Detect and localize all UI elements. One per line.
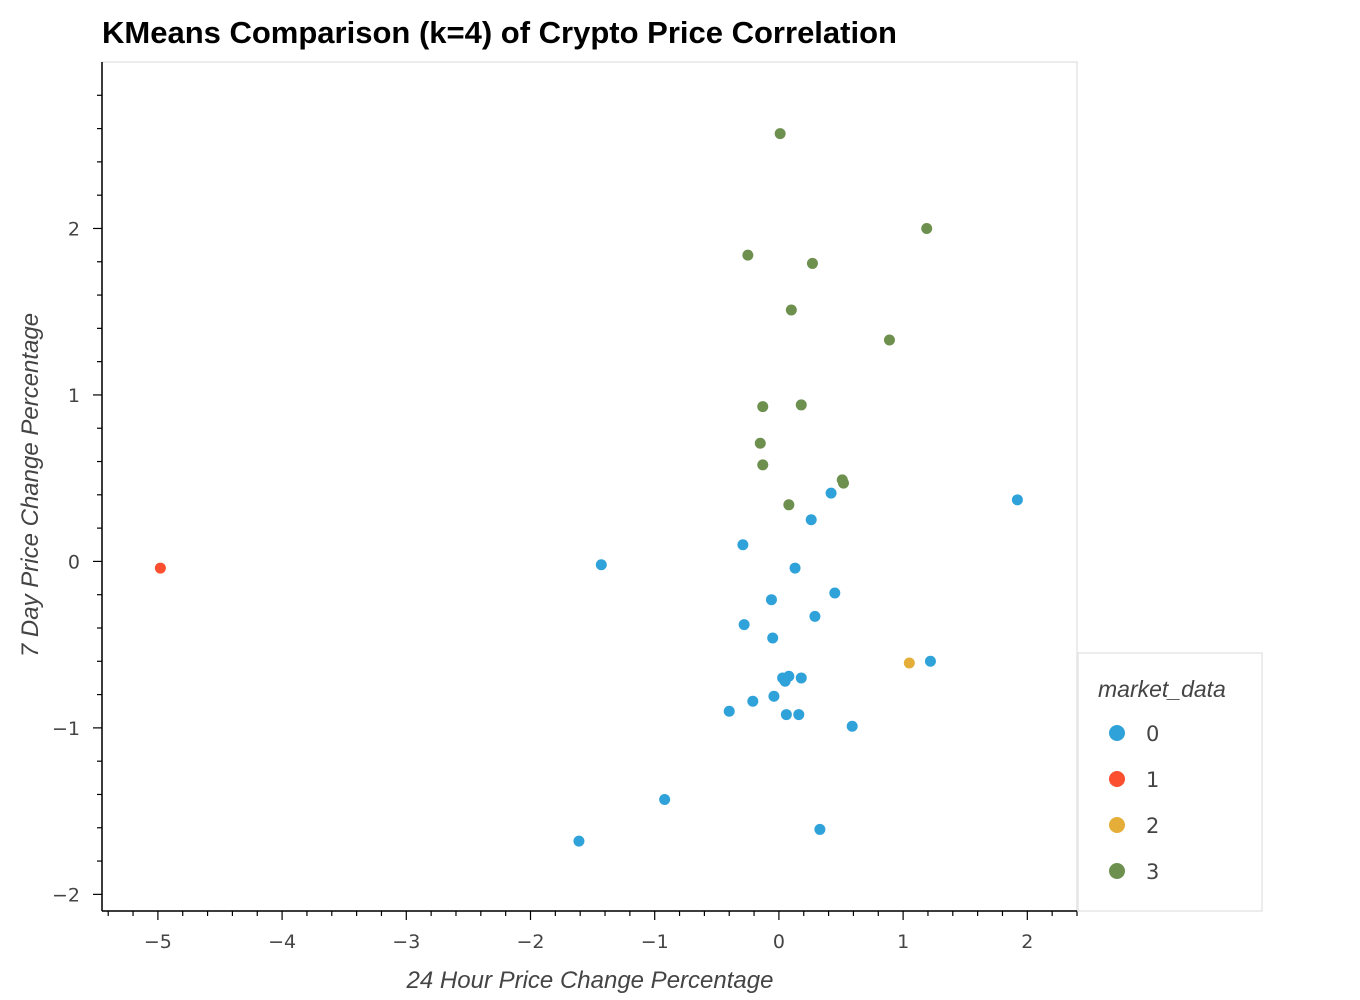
y-tick-label: −2 (52, 884, 80, 906)
y-tick-label: −1 (52, 718, 80, 740)
x-tick-label: −3 (392, 931, 420, 953)
legend-marker-3 (1109, 863, 1125, 879)
x-axis-label: 24 Hour Price Change Percentage (406, 967, 774, 994)
data-point-cluster-3 (806, 257, 818, 269)
data-point-cluster-0 (747, 695, 759, 707)
data-point-cluster-0 (795, 672, 807, 684)
data-point-cluster-0 (738, 619, 750, 631)
legend-label-2: 2 (1146, 814, 1159, 838)
data-point-cluster-3 (757, 401, 769, 413)
data-point-cluster-3 (921, 222, 933, 234)
data-point-cluster-0 (767, 632, 779, 644)
y-tick-label: 0 (68, 551, 80, 573)
x-tick-label: −2 (516, 931, 544, 953)
legend: market_data 0 1 2 3 (1077, 652, 1263, 912)
data-point-cluster-0 (793, 709, 805, 721)
data-point-cluster-0 (924, 655, 936, 667)
data-point-cluster-3 (742, 249, 754, 261)
chart-title: KMeans Comparison (k=4) of Crypto Price … (102, 15, 897, 50)
data-point-cluster-0 (814, 823, 826, 835)
data-point-cluster-0 (846, 720, 858, 732)
y-tick-label: 1 (68, 385, 80, 407)
data-point-cluster-0 (779, 675, 791, 687)
data-point-cluster-0 (789, 562, 801, 574)
y-axis: −2 −1 0 1 2 (52, 62, 103, 911)
y-axis-label: 7 Day Price Change Percentage (17, 313, 44, 657)
scatter-points (154, 128, 1023, 847)
data-point-cluster-0 (765, 594, 777, 606)
data-point-cluster-0 (829, 587, 841, 599)
legend-label-0: 0 (1146, 722, 1159, 746)
legend-label-1: 1 (1146, 768, 1159, 792)
data-point-cluster-1 (154, 562, 166, 574)
data-point-cluster-0 (659, 793, 671, 805)
x-tick-label: −1 (641, 931, 669, 953)
data-point-cluster-3 (754, 437, 766, 449)
data-point-cluster-0 (768, 690, 780, 702)
x-axis: −5 −4 −3 −2 −1 0 1 2 (102, 910, 1078, 953)
x-tick-label: 2 (1021, 931, 1033, 953)
data-point-cluster-0 (595, 559, 607, 571)
data-point-cluster-3 (785, 304, 797, 316)
data-point-cluster-0 (809, 610, 821, 622)
legend-label-3: 3 (1146, 860, 1159, 884)
x-tick-label: −4 (268, 931, 296, 953)
data-point-cluster-0 (723, 705, 735, 717)
legend-marker-1 (1109, 771, 1125, 787)
data-point-cluster-0 (573, 835, 585, 847)
x-tick-label: 1 (897, 931, 909, 953)
legend-marker-0 (1109, 725, 1125, 741)
data-point-cluster-3 (795, 399, 807, 411)
data-point-cluster-3 (757, 459, 769, 471)
y-tick-label: 2 (68, 218, 80, 240)
legend-box (1077, 652, 1263, 912)
data-point-cluster-0 (780, 709, 792, 721)
data-point-cluster-0 (737, 539, 749, 551)
data-point-cluster-0 (825, 487, 837, 499)
x-tick-label: −5 (144, 931, 172, 953)
data-point-cluster-0 (1011, 494, 1023, 506)
legend-title: market_data (1098, 676, 1226, 702)
data-point-cluster-3 (883, 334, 895, 346)
legend-marker-2 (1109, 817, 1125, 833)
data-point-cluster-3 (774, 128, 786, 140)
x-tick-label: 0 (773, 931, 785, 953)
data-point-cluster-2 (903, 657, 915, 669)
data-point-cluster-3 (837, 477, 849, 489)
plot-area (101, 61, 1078, 912)
data-point-cluster-0 (805, 514, 817, 526)
data-point-cluster-3 (783, 499, 795, 511)
